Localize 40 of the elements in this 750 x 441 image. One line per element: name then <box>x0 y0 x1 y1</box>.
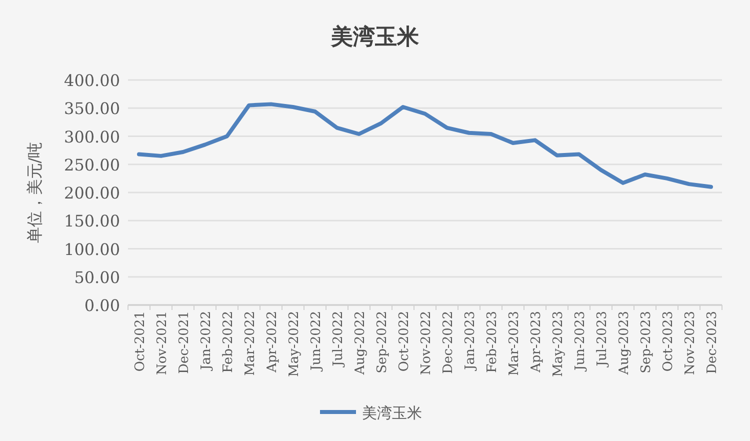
x-tick-label: May-2022 <box>287 311 302 377</box>
x-tick-label: Jul-2022 <box>331 311 346 368</box>
x-tick-label: Feb-2023 <box>485 311 500 373</box>
y-tick-label: 50.00 <box>74 268 120 287</box>
x-tick-label: Apr-2023 <box>529 311 544 374</box>
x-tick-label: Mar-2022 <box>243 311 258 376</box>
x-tick-label: Sep-2022 <box>375 311 390 374</box>
y-tick-label: 0.00 <box>84 296 120 315</box>
y-tick-label: 300.00 <box>64 127 120 146</box>
x-tick-label: Nov-2023 <box>683 311 698 376</box>
x-tick-label: Sep-2023 <box>639 311 654 374</box>
y-tick-label: 100.00 <box>64 240 120 259</box>
x-tick-label: Apr-2022 <box>265 311 280 374</box>
x-tick-label: Dec-2021 <box>177 311 192 374</box>
x-tick-label: Dec-2022 <box>441 311 456 374</box>
x-tick-label: Aug-2023 <box>617 311 632 376</box>
chart-title: 美湾玉米 <box>330 24 420 50</box>
y-tick-label: 250.00 <box>64 155 120 174</box>
x-tick-label: Dec-2023 <box>705 311 720 374</box>
y-tick-label: 400.00 <box>64 71 120 90</box>
y-axis-title: 单位，美元/吨 <box>25 142 44 244</box>
line-series <box>137 102 713 189</box>
x-tick-label: Jul-2023 <box>595 311 610 368</box>
y-tick-label: 200.00 <box>64 184 120 202</box>
x-tick-label: May-2023 <box>551 311 566 377</box>
x-tick-label: Mar-2023 <box>507 311 522 376</box>
y-tick-label: 150.00 <box>64 212 120 231</box>
x-tick-label: Jan-2022 <box>199 311 214 372</box>
x-tick-label: Oct-2023 <box>661 311 676 372</box>
x-tick-label: Aug-2022 <box>353 311 368 376</box>
x-tick-label: Oct-2021 <box>133 311 148 372</box>
legend-label: 美湾玉米 <box>362 404 422 422</box>
y-tick-label: 350.00 <box>64 99 120 118</box>
x-tick-label: Nov-2022 <box>419 311 434 376</box>
x-tick-label: Nov-2021 <box>155 311 170 376</box>
x-tick-label: Jun-2022 <box>309 311 324 372</box>
x-tick-label: Oct-2022 <box>397 311 412 372</box>
x-tick-label: Jan-2023 <box>463 311 478 372</box>
x-tick-label: Jun-2023 <box>573 311 588 372</box>
x-tick-label: Feb-2022 <box>221 311 236 373</box>
